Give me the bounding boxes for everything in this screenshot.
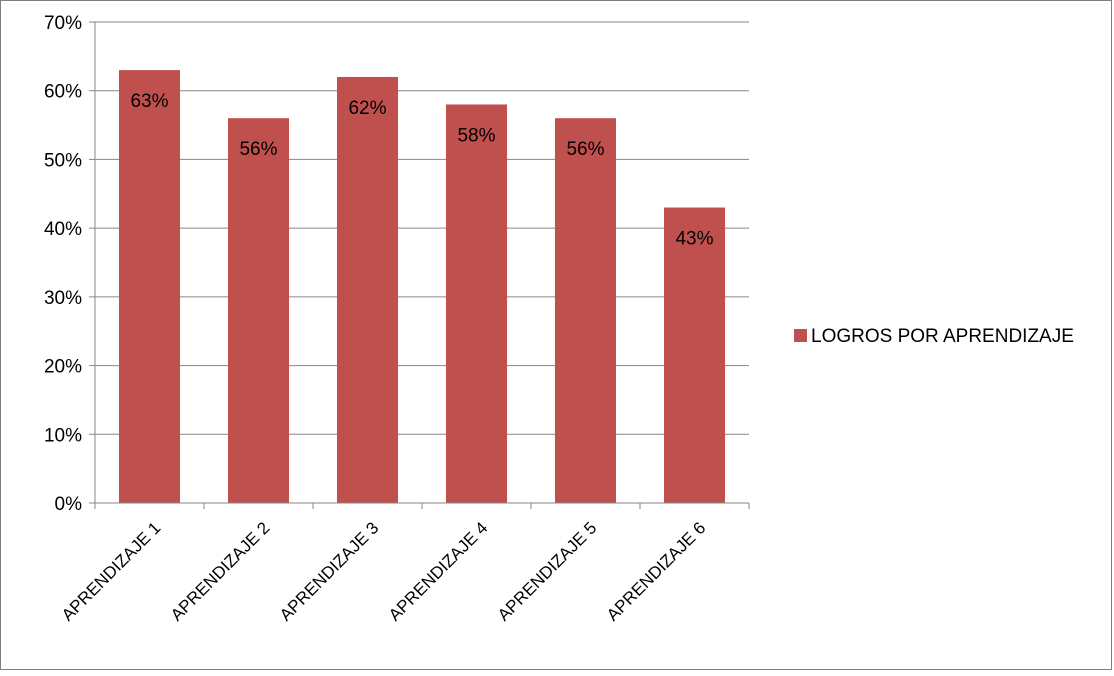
legend: LOGROS POR APRENDIZAJE	[794, 326, 1074, 347]
y-tick-label: 50%	[44, 150, 82, 171]
y-tick-label: 60%	[44, 82, 82, 103]
gridlines	[95, 21, 749, 435]
legend-swatch	[794, 329, 807, 342]
data-label: 58%	[457, 125, 495, 146]
y-tick-label: 0%	[55, 494, 83, 515]
bar	[118, 70, 181, 503]
data-label: 56%	[566, 139, 604, 160]
data-label: 62%	[348, 98, 386, 119]
y-tick-label: 70%	[44, 13, 82, 34]
y-tick-label: 20%	[44, 357, 82, 378]
bar	[227, 118, 290, 503]
bar	[445, 104, 508, 503]
bar	[663, 207, 726, 503]
y-tick-label: 10%	[44, 425, 82, 446]
x-category-label: APRENDIZAJE 6	[603, 518, 709, 624]
x-category-label: APRENDIZAJE 1	[58, 518, 164, 624]
x-category-label: APRENDIZAJE 3	[276, 518, 382, 624]
y-tick-label: 30%	[44, 288, 82, 309]
legend-label: LOGROS POR APRENDIZAJE	[811, 326, 1074, 347]
x-category-label: APRENDIZAJE 2	[167, 518, 273, 624]
data-label: 63%	[130, 91, 168, 112]
bars	[118, 70, 726, 503]
bar	[336, 76, 399, 503]
x-category-label: APRENDIZAJE 4	[385, 518, 491, 624]
data-label: 56%	[239, 139, 277, 160]
bar	[554, 118, 617, 503]
data-label: 43%	[675, 229, 713, 250]
y-tick-label: 40%	[44, 219, 82, 240]
x-category-label: APRENDIZAJE 5	[494, 518, 600, 624]
data-labels: 63% 56% 62% 58% 56% 43%	[130, 91, 713, 249]
